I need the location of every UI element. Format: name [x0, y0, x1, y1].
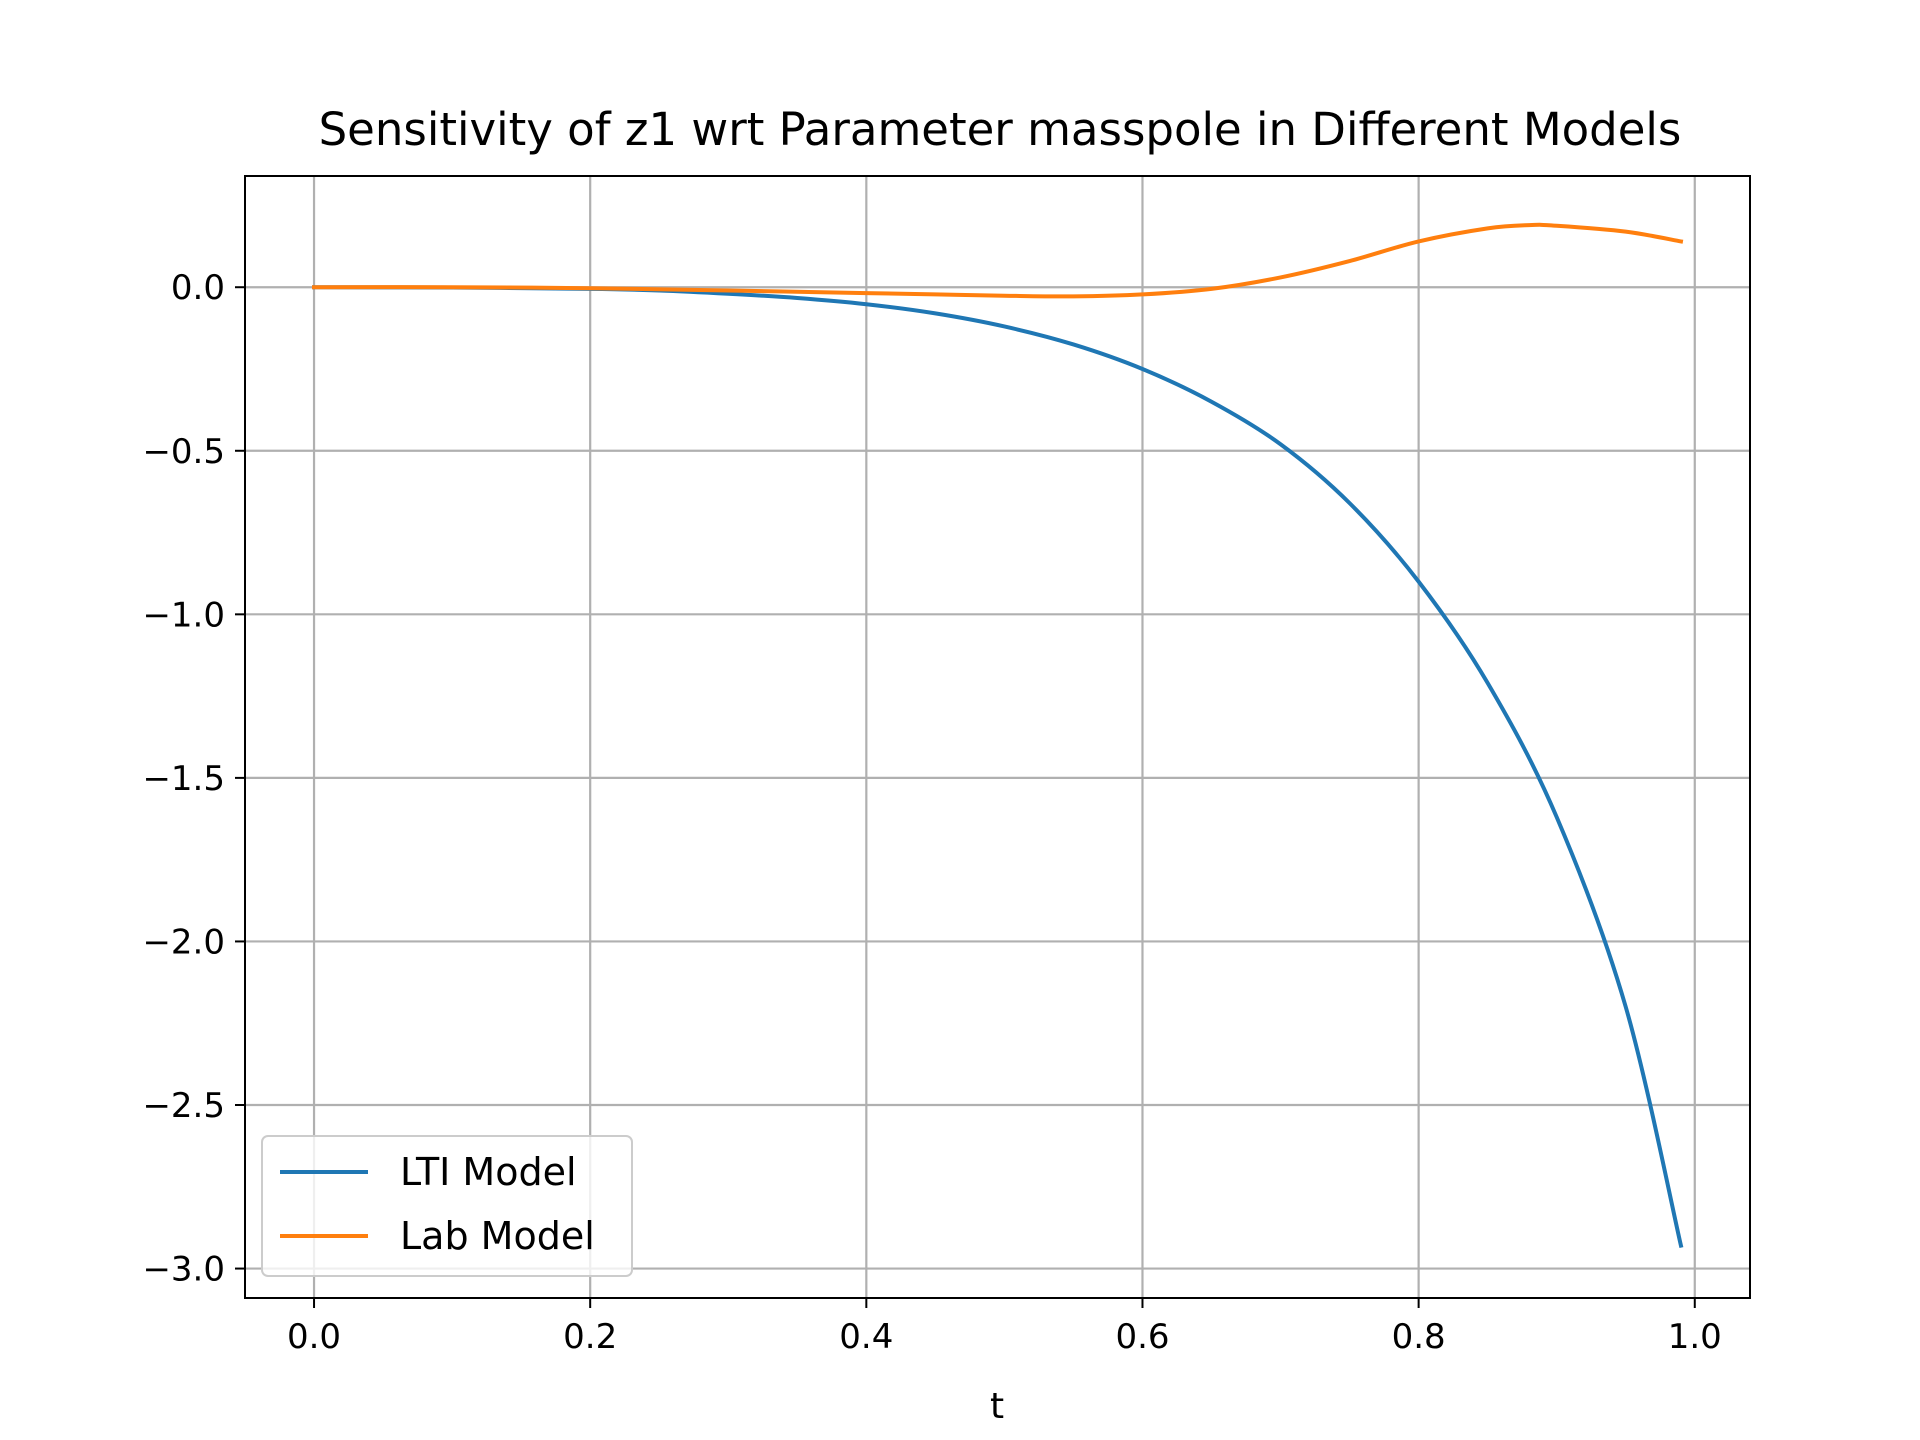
grid — [245, 176, 1750, 1298]
x-axis-label: t — [990, 1386, 1004, 1427]
ticks: 0.0 0.2 0.4 0.6 0.8 1.0 0.0 −0.5 −1.0 −1.5 −2.0 −2.… — [142, 268, 1721, 1357]
x-tick-label: 0.8 — [1392, 1317, 1446, 1357]
series-line-lti-model — [312, 285, 1684, 1249]
legend-label-lab-model: Lab Model — [400, 1214, 595, 1258]
x-tick-label: 0.6 — [1115, 1317, 1169, 1357]
y-tick-label: −2.0 — [142, 922, 225, 962]
y-tick-label: 0.0 — [171, 268, 225, 308]
series-line-lab-model — [312, 222, 1684, 299]
x-tick-label: 1.0 — [1668, 1317, 1722, 1357]
series-layer — [312, 222, 1684, 1249]
legend-items: LTI Model Lab Model — [280, 1150, 595, 1258]
legend[interactable]: LTI Model Lab Model — [261, 1135, 633, 1277]
x-tick-label: 0.4 — [839, 1317, 893, 1357]
y-tick-label: −3.0 — [142, 1250, 225, 1290]
plot-frame — [244, 175, 1751, 1299]
y-tick-label: −1.0 — [142, 595, 225, 635]
y-tick-label: −2.5 — [142, 1086, 225, 1126]
chart-title: Sensitivity of z1 wrt Parameter masspole… — [319, 103, 1682, 156]
x-tick-label: 0.2 — [563, 1317, 617, 1357]
y-tick-label: −1.5 — [142, 759, 225, 799]
y-tick-label: −0.5 — [142, 432, 225, 472]
legend-label-lti-model: LTI Model — [400, 1150, 577, 1194]
x-tick-label: 0.0 — [287, 1317, 341, 1357]
